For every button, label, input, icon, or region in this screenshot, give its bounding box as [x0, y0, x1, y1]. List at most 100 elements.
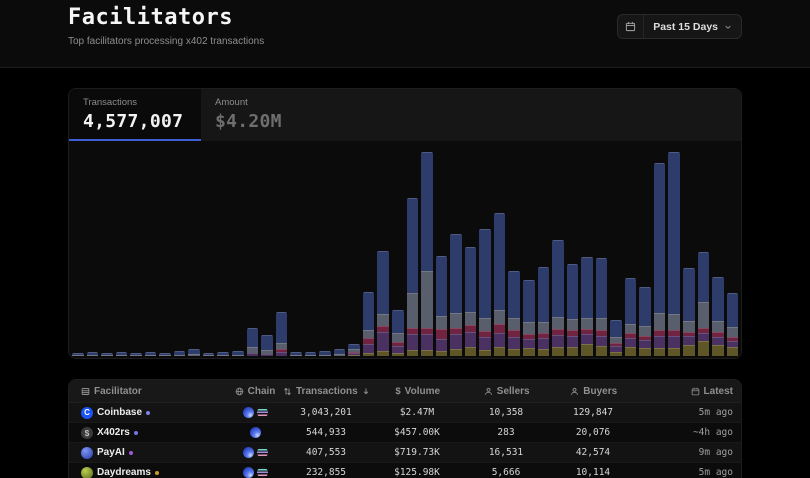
bar-segment-purple [464, 332, 477, 347]
chart-bar[interactable] [697, 252, 710, 356]
bar-segment-maroon [464, 325, 477, 332]
facilitator-name: Daydreams [97, 467, 151, 478]
bar-segment-gray [581, 318, 593, 329]
bar-segment-olive [392, 353, 404, 356]
bar-segment-purple [712, 337, 724, 345]
main-content: Transactions 4,577,007 Amount $4.20M Fac… [68, 88, 742, 478]
chart-bar[interactable] [464, 247, 477, 356]
column-header-volume[interactable]: $ Volume [370, 380, 466, 402]
grid-icon [81, 387, 90, 396]
bar-segment-navy [712, 277, 724, 321]
cell-volume: $719.73K [369, 443, 465, 462]
chart-bar[interactable] [232, 351, 244, 356]
chart-bar[interactable] [101, 353, 113, 356]
chart-bar[interactable] [508, 271, 520, 356]
chart-bar[interactable] [333, 349, 346, 356]
chart-bar[interactable] [668, 152, 680, 356]
date-range-button[interactable]: Past 15 Days [644, 15, 741, 38]
chart-bar[interactable] [479, 229, 491, 356]
solana-chain-icon [256, 407, 268, 418]
tab-transactions-label: Transactions [83, 97, 138, 108]
chart-bar[interactable] [450, 234, 462, 356]
bar-segment-gray [72, 355, 84, 356]
base-chain-icon [242, 467, 254, 478]
chart-bar[interactable] [246, 328, 259, 356]
chart-bar[interactable] [72, 353, 84, 356]
chart-bar[interactable] [406, 198, 419, 356]
chart-bar[interactable] [493, 213, 506, 356]
cell-transactions: 544,933 [283, 423, 369, 442]
chart-bar[interactable] [188, 349, 200, 356]
bar-segment-gray [86, 355, 99, 356]
table-row[interactable]: Daydreams 232,855 $125.98K 5,666 10,114 5m ag… [69, 463, 741, 478]
bar-segment-gray [682, 321, 695, 332]
chart-bar[interactable] [595, 258, 608, 356]
chart-bar[interactable] [653, 163, 666, 356]
chart-bar[interactable] [421, 152, 433, 356]
column-header-transactions[interactable]: Transactions [283, 380, 370, 402]
bar-segment-maroon [493, 324, 506, 333]
cell-volume: $125.98K [369, 463, 465, 478]
chart-bar[interactable] [624, 278, 637, 356]
column-header-sellers[interactable]: Sellers [466, 380, 548, 402]
chart-bar[interactable] [639, 287, 651, 356]
transactions-value: 544,933 [305, 427, 347, 438]
table-row[interactable]: C Coinbase 3,043,201 $2.47M 10,358 129,847 5m … [69, 403, 741, 423]
chart-bar[interactable] [566, 264, 579, 356]
bar-segment-navy [86, 352, 99, 355]
chart-bar[interactable] [392, 310, 404, 356]
bar-segment-gray [653, 313, 666, 330]
tab-transactions[interactable]: Transactions 4,577,007 [69, 89, 201, 141]
chart-bar[interactable] [159, 353, 171, 356]
chart-bar[interactable] [202, 353, 215, 356]
chart-bar[interactable] [86, 352, 99, 356]
chart-bar[interactable] [217, 352, 230, 356]
chart-bar[interactable] [726, 293, 739, 356]
calendar-icon[interactable] [618, 15, 645, 38]
bar-segment-purple [595, 336, 608, 346]
chart-bar[interactable] [115, 352, 128, 356]
bar-segment-olive [552, 347, 564, 356]
chart-bar[interactable] [362, 292, 375, 356]
chart-bar[interactable] [552, 240, 564, 356]
chart-bar[interactable] [537, 267, 550, 356]
bar-segment-purple [275, 352, 288, 356]
cell-buyers: 20,076 [547, 423, 639, 442]
bar-segment-gray [406, 293, 419, 328]
chart-bar[interactable] [304, 352, 317, 356]
bar-segment-gray [217, 355, 230, 356]
chart-bar[interactable] [130, 353, 142, 356]
cell-facilitator: $ X402rs [69, 423, 227, 442]
bar-segment-purple [362, 344, 375, 353]
bar-segment-navy [232, 351, 244, 355]
sellers-value: 283 [497, 427, 515, 438]
cell-latest: 9m ago [639, 443, 741, 462]
chart-bar[interactable] [275, 312, 288, 356]
bar-segment-navy [595, 258, 608, 318]
bar-segment-maroon [450, 328, 462, 334]
chart-bar[interactable] [173, 351, 186, 356]
table-row[interactable]: $ X402rs 544,933 $457.00K 283 20,076 ~4h ago [69, 423, 741, 443]
chart-bar[interactable] [522, 280, 535, 356]
chart-bar[interactable] [712, 277, 724, 356]
chart-bar[interactable] [435, 256, 448, 356]
chart-bar[interactable] [610, 320, 622, 356]
bar-segment-navy [290, 352, 302, 355]
chart-bar[interactable] [682, 268, 695, 356]
date-range-control[interactable]: Past 15 Days [617, 14, 742, 39]
column-header-chain[interactable]: Chain [227, 380, 283, 402]
column-header-buyers[interactable]: Buyers [548, 380, 640, 402]
chart-bar[interactable] [348, 344, 360, 356]
chart-bar[interactable] [290, 352, 302, 356]
column-header-latest[interactable]: Latest [640, 380, 741, 402]
chart-bar[interactable] [144, 352, 157, 356]
tab-amount[interactable]: Amount $4.20M [201, 89, 333, 141]
bar-segment-navy [173, 351, 186, 355]
table-row[interactable]: PayAI 407,553 $719.73K 16,531 42,574 9m ago [69, 443, 741, 463]
chart-bar[interactable] [377, 251, 390, 356]
chart-bar[interactable] [581, 257, 593, 356]
chart-bar[interactable] [261, 335, 273, 356]
column-header-facilitator[interactable]: Facilitator [69, 380, 227, 402]
bar-segment-gray [319, 355, 331, 356]
chart-bar[interactable] [319, 351, 331, 356]
